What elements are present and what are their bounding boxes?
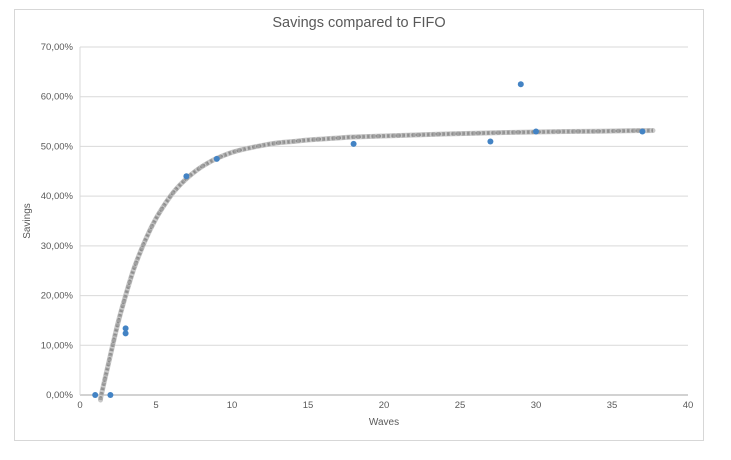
y-tick-label: 10,00% [41, 340, 74, 351]
y-tick-label: 0,00% [46, 390, 73, 401]
x-tick-label: 20 [379, 400, 390, 411]
data-point [122, 330, 129, 337]
data-point [107, 392, 114, 398]
data-point [517, 81, 524, 88]
y-tick-label: 30,00% [41, 241, 74, 252]
x-tick-label: 5 [153, 400, 158, 411]
trend-line-texture [99, 129, 654, 401]
x-tick-label: 35 [607, 400, 618, 411]
data-point [639, 128, 646, 135]
data-point [350, 140, 357, 147]
data-point [487, 138, 494, 145]
data-point [122, 325, 129, 332]
chart-plot-area [14, 9, 704, 441]
chart-title: Savings compared to FIFO [272, 15, 446, 31]
x-tick-label: 25 [455, 400, 466, 411]
trend-line [98, 128, 656, 403]
data-point [183, 173, 190, 180]
x-tick-label: 10 [227, 400, 238, 411]
y-tick-label: 60,00% [41, 92, 74, 103]
x-tick-label: 15 [303, 400, 314, 411]
x-tick-label: 30 [531, 400, 542, 411]
data-point [213, 155, 220, 162]
y-axis-title: Savings [22, 203, 33, 239]
y-tick-label: 20,00% [41, 291, 74, 302]
x-tick-label: 0 [77, 400, 82, 411]
y-tick-label: 70,00% [41, 42, 74, 53]
y-tick-label: 50,00% [41, 141, 74, 152]
trend-line-texture [98, 128, 654, 401]
x-tick-label: 40 [683, 400, 694, 411]
data-point [92, 392, 99, 398]
y-tick-label: 40,00% [41, 191, 74, 202]
data-point [533, 128, 539, 135]
x-axis-title: Waves [368, 417, 400, 428]
